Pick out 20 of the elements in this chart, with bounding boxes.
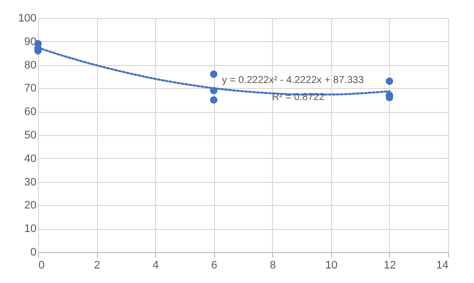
y-tick-label: 10 (24, 223, 36, 236)
y-tick-label: 30 (24, 176, 36, 188)
y-tick-label: 50 (24, 130, 36, 142)
y-tick-label: 60 (24, 106, 36, 118)
x-tick-label: 6 (211, 260, 218, 272)
x-tick-label: 12 (384, 260, 396, 272)
y-tick-label: 0 (30, 246, 36, 258)
x-tick-label: 10 (325, 260, 338, 272)
y-tick-label: 80 (24, 59, 36, 72)
y-tick-label: 40 (24, 152, 36, 165)
x-tick-label: 4 (152, 260, 159, 272)
annotation: R² = 0.8722 (272, 92, 325, 103)
annotation: y = 0.2222x² - 4.2222x + 87.333 (222, 75, 364, 86)
y-tick-label: 20 (24, 200, 36, 212)
y-tick-label: 100 (18, 12, 36, 24)
x-tick-label: 14 (436, 260, 448, 272)
x-tick-label: 2 (94, 260, 100, 272)
x-tick-label: 8 (270, 260, 276, 272)
y-tick-label: 70 (24, 82, 36, 95)
x-tick-label: 0 (38, 260, 45, 272)
